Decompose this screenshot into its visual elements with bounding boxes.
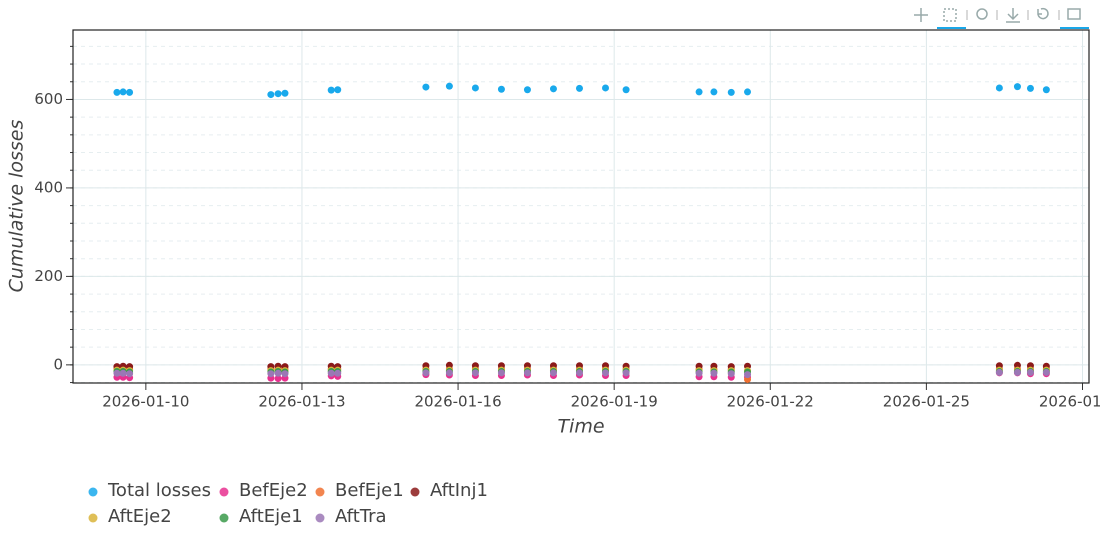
legend-marker bbox=[219, 487, 229, 497]
point bbox=[575, 369, 583, 377]
point bbox=[549, 369, 557, 377]
series-points bbox=[113, 368, 1050, 379]
x-tick-label: 2026-01-19 bbox=[571, 393, 658, 411]
point bbox=[727, 370, 735, 378]
y-tick-label: 600 bbox=[34, 90, 63, 108]
box-zoom-tool[interactable] bbox=[943, 8, 957, 22]
y-tick-label: 400 bbox=[34, 178, 63, 196]
x-tick-label: 2026-01-22 bbox=[727, 393, 814, 411]
point bbox=[602, 369, 610, 377]
point bbox=[334, 86, 342, 94]
legend-marker bbox=[410, 487, 420, 497]
point bbox=[126, 370, 134, 378]
point bbox=[422, 83, 430, 91]
legend-marker bbox=[88, 513, 98, 523]
pan-tool[interactable] bbox=[914, 8, 928, 22]
x-axis-label: Time bbox=[557, 416, 604, 438]
point bbox=[274, 90, 282, 98]
point bbox=[744, 375, 752, 383]
legend-marker bbox=[315, 487, 325, 497]
point bbox=[995, 368, 1003, 376]
point bbox=[995, 84, 1003, 92]
point bbox=[334, 369, 342, 377]
y-axis-label: Cumulative losses bbox=[6, 120, 28, 293]
point bbox=[523, 86, 531, 94]
y-tick-label: 200 bbox=[34, 267, 63, 285]
x-tick-label: 2026-01-25 bbox=[883, 393, 970, 411]
point bbox=[119, 88, 127, 96]
point bbox=[695, 369, 703, 377]
y-tick-label: 0 bbox=[53, 355, 63, 373]
point bbox=[281, 370, 289, 378]
legend-label: BefEje2 bbox=[239, 480, 308, 501]
hover-tool[interactable] bbox=[1067, 8, 1081, 20]
point bbox=[267, 370, 275, 378]
point bbox=[1026, 84, 1034, 92]
point bbox=[267, 91, 275, 99]
save-tool[interactable] bbox=[1006, 8, 1020, 23]
point bbox=[523, 369, 531, 377]
series-points bbox=[113, 82, 1050, 99]
point bbox=[126, 88, 134, 96]
legend-label: Total losses bbox=[107, 480, 211, 501]
legend-marker bbox=[88, 487, 98, 497]
point bbox=[744, 371, 752, 379]
legend-label: AftEje2 bbox=[108, 506, 172, 527]
point bbox=[622, 86, 630, 94]
legend-label: AftInj1 bbox=[430, 480, 488, 501]
x-tick-label: 2026-01-16 bbox=[414, 393, 501, 411]
point bbox=[622, 369, 630, 377]
plot-frame bbox=[72, 29, 1090, 384]
point bbox=[497, 369, 505, 377]
point bbox=[575, 84, 583, 92]
point bbox=[1026, 368, 1034, 376]
legend-label: AftEje1 bbox=[239, 506, 303, 527]
point bbox=[1013, 83, 1021, 91]
point bbox=[422, 369, 430, 377]
point bbox=[710, 88, 718, 96]
point bbox=[471, 84, 479, 92]
point bbox=[445, 361, 453, 369]
point bbox=[471, 369, 479, 377]
point bbox=[113, 369, 121, 377]
x-tick-label: 2026-01-28 bbox=[1039, 393, 1100, 411]
legend-marker bbox=[219, 513, 229, 523]
legend-label: BefEje1 bbox=[335, 480, 404, 501]
point bbox=[445, 82, 453, 90]
point bbox=[1042, 368, 1050, 376]
toolbar bbox=[914, 7, 1089, 29]
point bbox=[695, 88, 703, 96]
legend-label: AftTra bbox=[335, 506, 387, 527]
point bbox=[497, 85, 505, 93]
point bbox=[327, 86, 335, 94]
x-tick-label: 2026-01-10 bbox=[102, 393, 189, 411]
point bbox=[274, 375, 282, 383]
point bbox=[1013, 361, 1021, 369]
point bbox=[710, 369, 718, 377]
point bbox=[445, 369, 453, 377]
point bbox=[119, 369, 127, 377]
point bbox=[744, 88, 752, 96]
point bbox=[327, 369, 335, 377]
reset-tool[interactable] bbox=[1037, 7, 1049, 20]
point bbox=[549, 85, 557, 93]
wheel-zoom-tool[interactable] bbox=[976, 8, 988, 20]
legend-marker bbox=[315, 513, 325, 523]
point bbox=[1042, 86, 1050, 94]
point bbox=[727, 88, 735, 96]
point bbox=[602, 84, 610, 92]
point bbox=[274, 369, 282, 377]
point bbox=[1013, 368, 1021, 376]
x-tick-label: 2026-01-13 bbox=[258, 393, 345, 411]
point bbox=[113, 88, 121, 96]
point bbox=[281, 89, 289, 97]
